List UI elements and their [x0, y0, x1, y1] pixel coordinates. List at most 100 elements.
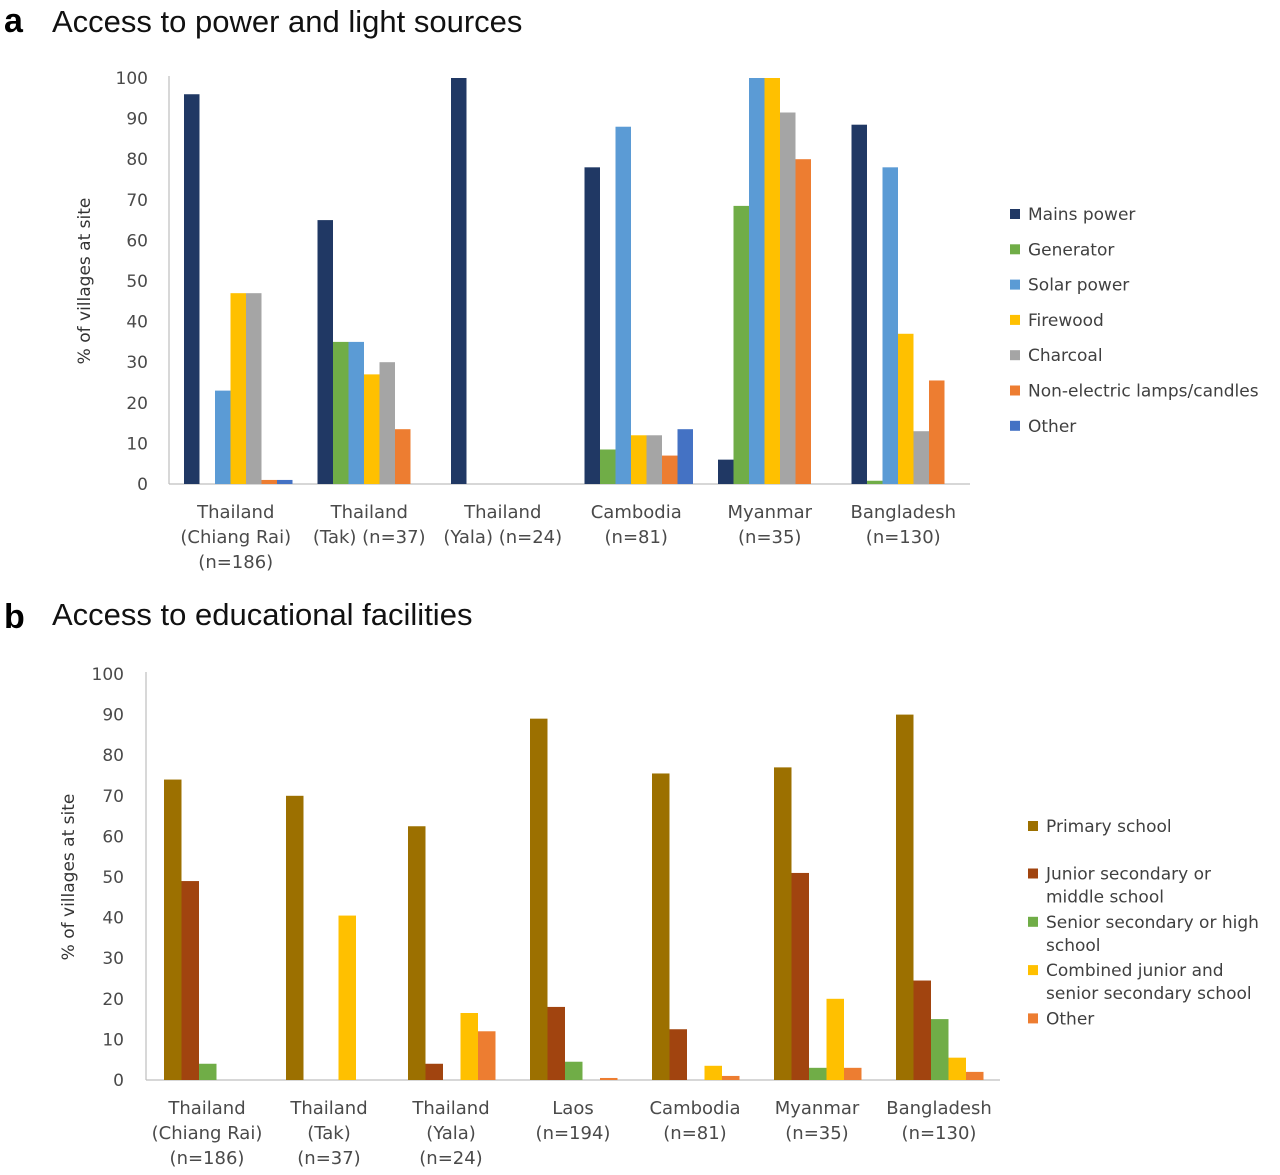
bar	[851, 124, 867, 484]
category-label: (n=81)	[663, 1123, 726, 1144]
category-label: Thailand	[463, 502, 541, 523]
bar	[215, 390, 231, 484]
legend-entry: Non-electric lamps/candles	[1028, 382, 1259, 402]
education-facilities-chart: 0 10 20 30 40 50 60 70 80 90 100 % of villages at s…	[59, 665, 1259, 1169]
category-label: (Chiang Rai)	[180, 527, 291, 548]
legend-swatch	[1010, 244, 1020, 255]
bar	[631, 435, 647, 484]
bar	[774, 767, 792, 1080]
bar	[662, 455, 678, 484]
category-label: Cambodia	[649, 1098, 740, 1119]
panel-b-letter: b	[4, 598, 25, 636]
bar	[317, 220, 333, 484]
legend-swatch	[1010, 420, 1020, 431]
bar	[333, 341, 349, 484]
bar	[931, 1019, 949, 1080]
y-tick-label: 20	[126, 394, 148, 414]
bar	[364, 374, 380, 484]
bar	[615, 126, 631, 484]
legend-entry: middle school	[1046, 888, 1164, 908]
category-label: Laos	[552, 1098, 593, 1119]
bar	[379, 362, 395, 484]
bar	[600, 449, 616, 484]
bar	[948, 1057, 966, 1080]
y-tick-label: 30	[126, 353, 148, 373]
category-label: (n=35)	[785, 1123, 848, 1144]
y-tick-label: 10	[126, 434, 148, 454]
category-label: (n=24)	[419, 1148, 482, 1169]
bar	[669, 1029, 687, 1080]
bar	[898, 333, 914, 484]
y-tick-label: 0	[113, 1071, 124, 1091]
bar	[164, 779, 182, 1080]
legend-swatch	[1010, 209, 1020, 219]
category-label: (n=35)	[738, 527, 801, 548]
category-label: Thailand	[289, 1098, 367, 1119]
bar	[277, 479, 293, 484]
y-axis-title: % of villages at site	[75, 198, 95, 365]
legend-swatch	[1010, 350, 1020, 361]
y-tick-label: 80	[102, 746, 124, 766]
category-label: (n=37)	[297, 1148, 360, 1169]
bar	[791, 872, 809, 1080]
legend-entry: Primary school	[1046, 817, 1172, 837]
bar	[929, 380, 945, 484]
y-tick-label: 0	[137, 475, 148, 495]
y-tick-label: 70	[102, 787, 124, 807]
bar	[749, 78, 765, 484]
bar	[966, 1071, 984, 1080]
y-tick-label: 60	[126, 231, 148, 251]
y-tick-label: 80	[126, 150, 148, 170]
legend-entry: school	[1046, 936, 1101, 956]
category-label: (n=186)	[198, 552, 273, 573]
bar	[913, 980, 931, 1080]
legend-entry: senior secondary school	[1046, 984, 1252, 1004]
bar	[547, 1006, 565, 1080]
legend-swatch	[1010, 279, 1020, 290]
y-tick-label: 60	[102, 827, 124, 847]
bar	[425, 1063, 443, 1080]
bar	[718, 459, 734, 484]
bar	[913, 431, 929, 484]
y-tick-label: 90	[102, 706, 124, 726]
legend-entry: Senior secondary or high	[1046, 913, 1259, 933]
category-label: Bangladesh	[850, 502, 956, 523]
legend-entry: Solar power	[1028, 276, 1129, 296]
panel-a-letter: a	[4, 2, 23, 40]
legend-entry: Mains power	[1028, 205, 1135, 225]
bar	[764, 78, 780, 484]
bar	[733, 205, 749, 484]
legend-entry: Other	[1046, 1009, 1094, 1029]
bar	[460, 1013, 478, 1080]
bar	[395, 429, 411, 484]
bar	[230, 293, 246, 484]
bar	[795, 159, 811, 484]
bar	[704, 1065, 722, 1080]
power-sources-chart: 0 10 20 30 40 50 60 70 80 90 100 % of villages at s…	[75, 69, 1259, 573]
category-label: Thailand	[167, 1098, 245, 1119]
bar	[261, 479, 277, 484]
legend-swatch	[1010, 385, 1020, 396]
y-tick-label: 30	[102, 949, 124, 969]
category-label: (n=186)	[170, 1148, 245, 1169]
bar	[338, 915, 356, 1080]
category-label: Myanmar	[775, 1098, 860, 1119]
bar	[184, 94, 200, 485]
bar	[565, 1061, 583, 1080]
y-tick-label: 50	[126, 272, 148, 292]
bar	[652, 773, 670, 1080]
bar	[722, 1075, 740, 1080]
category-label: Thailand	[411, 1098, 489, 1119]
bar	[826, 998, 844, 1080]
bar	[451, 78, 467, 484]
category-label: (Yala) (n=24)	[443, 527, 562, 548]
y-axis-title: % of villages at site	[59, 794, 79, 961]
legend-swatch	[1028, 868, 1038, 879]
y-tick-label: 20	[102, 990, 124, 1010]
legend-entry: Junior secondary or	[1045, 865, 1211, 885]
bar	[584, 167, 600, 484]
category-label: (n=194)	[536, 1123, 611, 1144]
panel-a-title: Access to power and light sources	[52, 4, 523, 39]
y-tick-label: 70	[126, 191, 148, 211]
category-label: Bangladesh	[886, 1098, 992, 1119]
